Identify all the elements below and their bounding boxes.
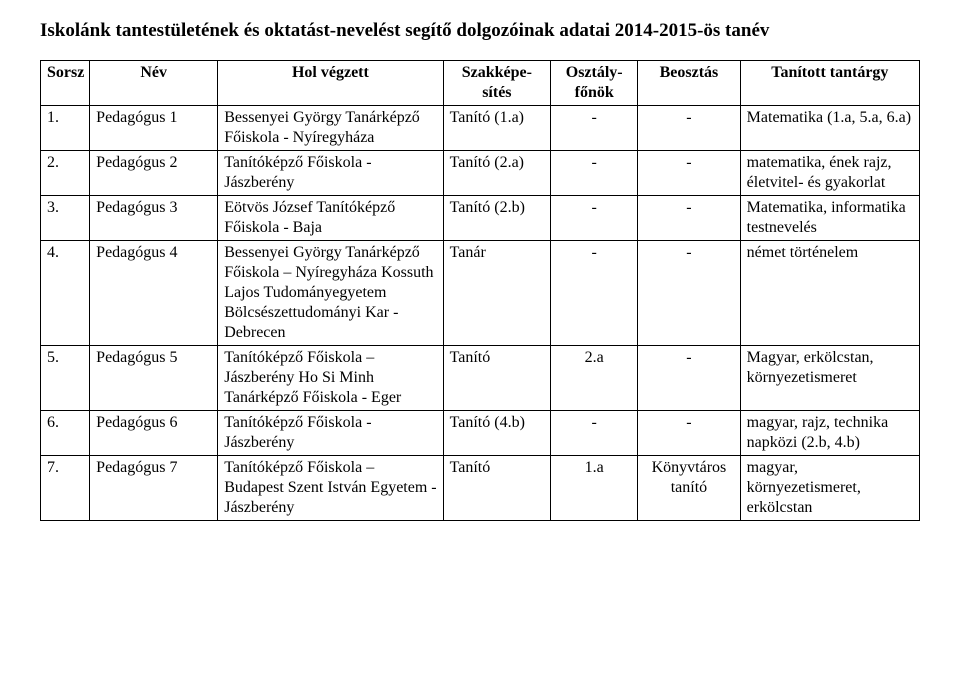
cell-nev: Pedagógus 1 bbox=[90, 106, 218, 151]
cell-hol: Tanítóképző Főiskola – Jászberény Ho Si … bbox=[218, 346, 443, 411]
cell-tant: Matematika, informatika testnevelés bbox=[740, 196, 919, 241]
col-hol: Hol végzett bbox=[218, 61, 443, 106]
col-tant: Tanított tantárgy bbox=[740, 61, 919, 106]
col-nev: Név bbox=[90, 61, 218, 106]
cell-beo: - bbox=[638, 151, 740, 196]
cell-beo: - bbox=[638, 346, 740, 411]
cell-beo: Könyvtáros tanító bbox=[638, 456, 740, 521]
cell-oszt: - bbox=[551, 151, 638, 196]
cell-tant: Matematika (1.a, 5.a, 6.a) bbox=[740, 106, 919, 151]
cell-nev: Pedagógus 5 bbox=[90, 346, 218, 411]
cell-hol: Bessenyei György Tanárképző Főiskola – N… bbox=[218, 241, 443, 346]
cell-beo: - bbox=[638, 241, 740, 346]
page-title: Iskolánk tantestületének és oktatást-nev… bbox=[40, 20, 920, 42]
cell-oszt: 1.a bbox=[551, 456, 638, 521]
cell-n: 4. bbox=[41, 241, 90, 346]
cell-beo: - bbox=[638, 106, 740, 151]
cell-oszt: - bbox=[551, 196, 638, 241]
col-szak: Szakképe-sítés bbox=[443, 61, 551, 106]
cell-n: 2. bbox=[41, 151, 90, 196]
cell-nev: Pedagógus 4 bbox=[90, 241, 218, 346]
table-row: 7.Pedagógus 7Tanítóképző Főiskola – Buda… bbox=[41, 456, 920, 521]
cell-hol: Tanítóképző Főiskola - Jászberény bbox=[218, 411, 443, 456]
cell-szak: Tanító bbox=[443, 346, 551, 411]
cell-nev: Pedagógus 3 bbox=[90, 196, 218, 241]
table-row: 5.Pedagógus 5Tanítóképző Főiskola – Jász… bbox=[41, 346, 920, 411]
staff-table: Sorsz Név Hol végzett Szakképe-sítés Osz… bbox=[40, 60, 920, 521]
cell-hol: Tanítóképző Főiskola – Budapest Szent Is… bbox=[218, 456, 443, 521]
cell-hol: Eötvös József Tanítóképző Főiskola - Baj… bbox=[218, 196, 443, 241]
col-sorsz: Sorsz bbox=[41, 61, 90, 106]
cell-tant: Magyar, erkölcstan, környezetismeret bbox=[740, 346, 919, 411]
cell-n: 6. bbox=[41, 411, 90, 456]
cell-n: 1. bbox=[41, 106, 90, 151]
cell-tant: magyar, rajz, technika napközi (2.b, 4.b… bbox=[740, 411, 919, 456]
cell-tant: magyar, környezetismeret, erkölcstan bbox=[740, 456, 919, 521]
cell-n: 3. bbox=[41, 196, 90, 241]
cell-tant: német történelem bbox=[740, 241, 919, 346]
cell-beo: - bbox=[638, 411, 740, 456]
cell-szak: Tanító (2.a) bbox=[443, 151, 551, 196]
table-row: 1.Pedagógus 1Bessenyei György Tanárképző… bbox=[41, 106, 920, 151]
cell-szak: Tanár bbox=[443, 241, 551, 346]
col-beo: Beosztás bbox=[638, 61, 740, 106]
cell-n: 7. bbox=[41, 456, 90, 521]
cell-n: 5. bbox=[41, 346, 90, 411]
cell-nev: Pedagógus 6 bbox=[90, 411, 218, 456]
cell-szak: Tanító (1.a) bbox=[443, 106, 551, 151]
cell-oszt: - bbox=[551, 106, 638, 151]
cell-hol: Bessenyei György Tanárképző Főiskola - N… bbox=[218, 106, 443, 151]
table-row: 3.Pedagógus 3Eötvös József Tanítóképző F… bbox=[41, 196, 920, 241]
cell-oszt: 2.a bbox=[551, 346, 638, 411]
table-header-row: Sorsz Név Hol végzett Szakképe-sítés Osz… bbox=[41, 61, 920, 106]
cell-nev: Pedagógus 7 bbox=[90, 456, 218, 521]
col-oszt: Osztály-főnök bbox=[551, 61, 638, 106]
cell-tant: matematika, ének rajz, életvitel- és gya… bbox=[740, 151, 919, 196]
table-row: 4.Pedagógus 4Bessenyei György Tanárképző… bbox=[41, 241, 920, 346]
cell-szak: Tanító bbox=[443, 456, 551, 521]
cell-szak: Tanító (4.b) bbox=[443, 411, 551, 456]
table-row: 6.Pedagógus 6Tanítóképző Főiskola - Jász… bbox=[41, 411, 920, 456]
cell-szak: Tanító (2.b) bbox=[443, 196, 551, 241]
cell-oszt: - bbox=[551, 411, 638, 456]
cell-oszt: - bbox=[551, 241, 638, 346]
cell-beo: - bbox=[638, 196, 740, 241]
cell-hol: Tanítóképző Főiskola - Jászberény bbox=[218, 151, 443, 196]
cell-nev: Pedagógus 2 bbox=[90, 151, 218, 196]
table-row: 2.Pedagógus 2Tanítóképző Főiskola - Jász… bbox=[41, 151, 920, 196]
